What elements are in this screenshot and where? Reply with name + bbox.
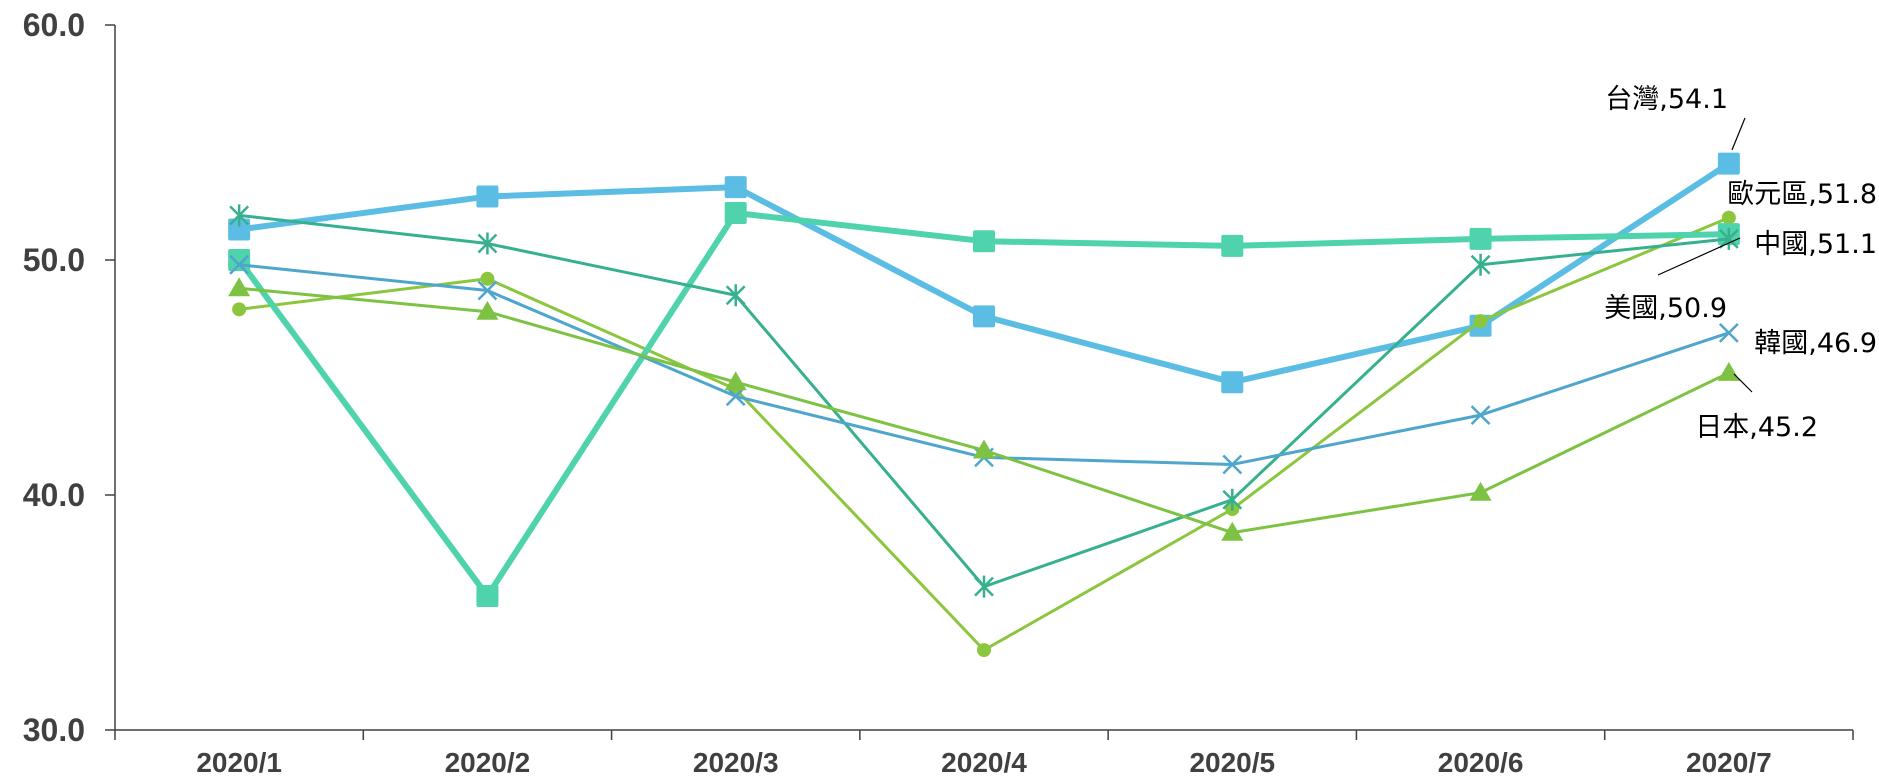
end-label-4: 美國,50.9 (1604, 293, 1727, 324)
data-point (724, 176, 747, 199)
y-tick-label: 60.0 (23, 7, 85, 43)
series-6 (228, 277, 1740, 541)
data-point (724, 371, 747, 391)
series-4 (229, 204, 1739, 598)
data-point (480, 271, 495, 286)
axes: 30.0 40.0 50.0 60.0 2020/1 2020/2 2020/3 2020/4… (23, 7, 1854, 778)
leader-line (1731, 117, 1746, 151)
data-point (476, 585, 499, 608)
y-tick-label: 40.0 (23, 477, 85, 513)
data-point (229, 254, 250, 275)
data-point (1469, 227, 1492, 250)
data-point (1717, 152, 1740, 175)
x-tick-label: 2020/5 (1189, 747, 1275, 778)
data-point (973, 439, 995, 459)
data-point (1718, 322, 1739, 343)
series-line (236, 210, 1729, 600)
data-point (476, 300, 499, 320)
x-tick-label: 2020/6 (1438, 747, 1524, 778)
series-line (238, 161, 1731, 386)
data-point (1470, 253, 1491, 276)
end-label-2: 歐元區,51.8 (1727, 179, 1877, 210)
end-labels: 台灣,54.1 歐元區,51.8 中國,51.1 美國,50.9 韓國,46.9 日本,4… (1604, 84, 1877, 443)
data-point (1222, 488, 1243, 511)
y-tick-label: 30.0 (23, 712, 85, 748)
data-point (1470, 405, 1491, 425)
leader-line (1657, 237, 1741, 276)
y-tick-label: 50.0 (23, 242, 85, 278)
data-point (476, 185, 499, 208)
data-point (977, 643, 991, 658)
data-point (1221, 371, 1244, 394)
leader-line (1733, 373, 1753, 393)
x-tick-label: 2020/7 (1686, 747, 1772, 778)
data-point (974, 575, 994, 598)
data-point (228, 277, 251, 297)
series-line (238, 263, 1730, 466)
data-point (725, 284, 746, 307)
data-point (1221, 521, 1244, 541)
data-point (1718, 227, 1739, 250)
data-point (232, 302, 247, 317)
data-point (1222, 454, 1243, 475)
data-point (1717, 362, 1740, 381)
data-point (477, 280, 498, 301)
data-point (228, 218, 251, 241)
end-label-3: 中國,51.1 (1754, 229, 1877, 260)
series-group (228, 152, 1740, 658)
data-point (1469, 481, 1492, 501)
data-point (724, 202, 747, 224)
data-point (477, 232, 498, 255)
data-point (973, 230, 995, 253)
series-line (238, 213, 1730, 589)
x-tick-label: 2020/4 (941, 747, 1027, 778)
data-point (228, 249, 251, 271)
x-tick-label: 2020/3 (693, 747, 779, 778)
series-1 (228, 152, 1740, 394)
x-tick-label: 2020/1 (196, 747, 282, 778)
data-point (1473, 314, 1488, 329)
data-point (229, 204, 250, 227)
end-label-6: 日本,45.2 (1695, 412, 1818, 443)
end-label-5: 韓國,46.9 (1754, 328, 1877, 359)
end-label-1: 台灣,54.1 (1605, 84, 1728, 115)
data-point (1721, 210, 1736, 225)
x-tick-label: 2020/2 (445, 747, 531, 778)
data-point (973, 305, 995, 328)
data-point (1221, 234, 1244, 257)
